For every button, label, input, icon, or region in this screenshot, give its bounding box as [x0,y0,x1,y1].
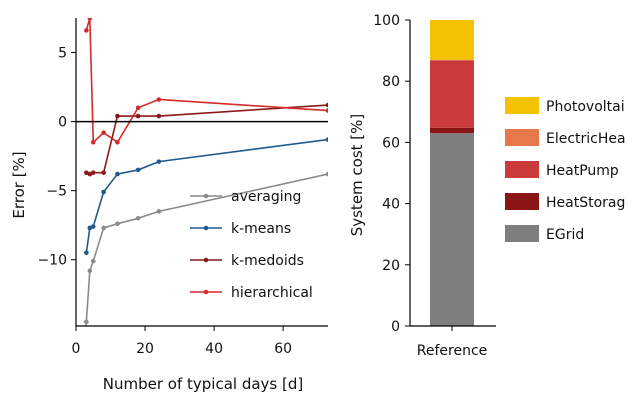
legend-swatch-egrid [505,225,539,242]
data-point-k-means [101,189,106,195]
data-point-k-means [135,167,141,173]
bar-y-tick-label: 20 [382,258,400,274]
line-x-axis-label: Number of typical days [d] [103,375,303,393]
legend-swatch-electrichea [505,129,539,146]
line-y-axis-label: Error [%] [10,151,28,218]
legend-swatch-heatstorag [505,193,539,210]
data-point-k-medoids [101,170,106,175]
data-point-k-means [156,159,162,164]
legend-label-k-medoids: k-medoids [231,253,304,269]
data-point-hierarchical [115,140,120,145]
bar-y-tick-label: 0 [391,319,400,335]
legend-label-electrichea: ElectricHea [546,131,626,147]
data-point-hierarchical [87,18,93,21]
data-point-averaging [325,171,328,177]
legend-marker-averaging [203,193,209,199]
bar-y-tick-label: 100 [373,13,400,29]
data-point-k-medoids [156,113,162,119]
y-tick-label: −10 [37,253,67,269]
data-point-k-means [325,137,328,142]
x-tick-label: 20 [136,341,154,357]
data-point-averaging [81,340,86,345]
data-point-k-medoids [90,170,96,175]
data-point-averaging [84,319,89,325]
y-tick-label: −5 [46,184,67,200]
legend-label-heatstorag: HeatStorag [546,195,625,211]
series-line-k-medoids [86,104,328,175]
legend-label-averaging: averaging [231,189,301,205]
data-point-k-medoids [135,113,141,119]
data-point-k-medoids [115,113,120,119]
data-point-k-means [90,224,96,229]
bar-segment-heatstorag [430,127,474,134]
line-legend: averaging k-means k-medoids hierarchical [190,189,313,301]
legend-marker-hierarchical [203,289,209,295]
data-point-averaging [90,258,96,264]
x-tick-label: 40 [205,341,223,357]
legend-marker-k-means [203,225,209,231]
bar-y-tick-label: 60 [382,135,400,151]
bar-y-tick-label: 40 [382,197,400,213]
bar-y-axis-label: System cost [%] [348,114,366,237]
data-point-averaging [101,225,106,231]
data-point-hierarchical [84,28,89,33]
error-line-chart: 0 20 40 60 5 0 −5 −10 Number of typical days [… [10,18,328,393]
data-point-hierarchical [325,108,328,113]
data-point-hierarchical [101,130,106,135]
bar-category-label: Reference [417,343,488,359]
data-point-k-means [115,171,120,177]
data-point-hierarchical [90,140,96,145]
data-point-averaging [156,209,162,214]
bar-segment-electrichea [430,59,474,61]
data-point-k-medoids [325,102,328,108]
bar-segment-photovoltai [430,20,474,60]
system-cost-bar-chart: 0 20 40 60 80 100 Reference System cost [%] P… [348,13,626,359]
legend-label-egrid: EGrid [546,227,584,243]
bar-segment-heatpump [430,60,474,128]
x-tick-label: 0 [72,341,81,357]
legend-label-k-means: k-means [231,221,291,237]
series-line-hierarchical [85,18,328,145]
legend-marker-k-medoids [203,257,209,263]
data-point-averaging [115,221,120,227]
legend-label-photovoltai: Photovoltai [546,99,625,115]
bar-y-tick-label: 80 [382,74,400,90]
data-point-k-means [84,250,89,256]
bar-legend: Photovoltai ElectricHea HeatPump HeatStorag… [505,97,626,243]
x-tick-label: 60 [274,341,292,357]
data-point-averaging [87,268,93,274]
data-point-k-medoids [84,170,89,175]
legend-swatch-photovoltai [505,97,539,114]
legend-label-heatpump: HeatPump [546,163,619,179]
y-tick-label: 0 [58,115,67,131]
data-point-averaging [135,215,141,221]
legend-swatch-heatpump [505,161,539,178]
legend-label-hierarchical: hierarchical [231,285,313,301]
data-point-hierarchical [135,105,141,111]
data-point-k-medoids [87,171,93,177]
data-point-hierarchical [156,97,162,102]
bar-segment-egrid [430,133,474,326]
data-point-k-means [87,225,93,231]
y-tick-label: 5 [58,46,67,62]
